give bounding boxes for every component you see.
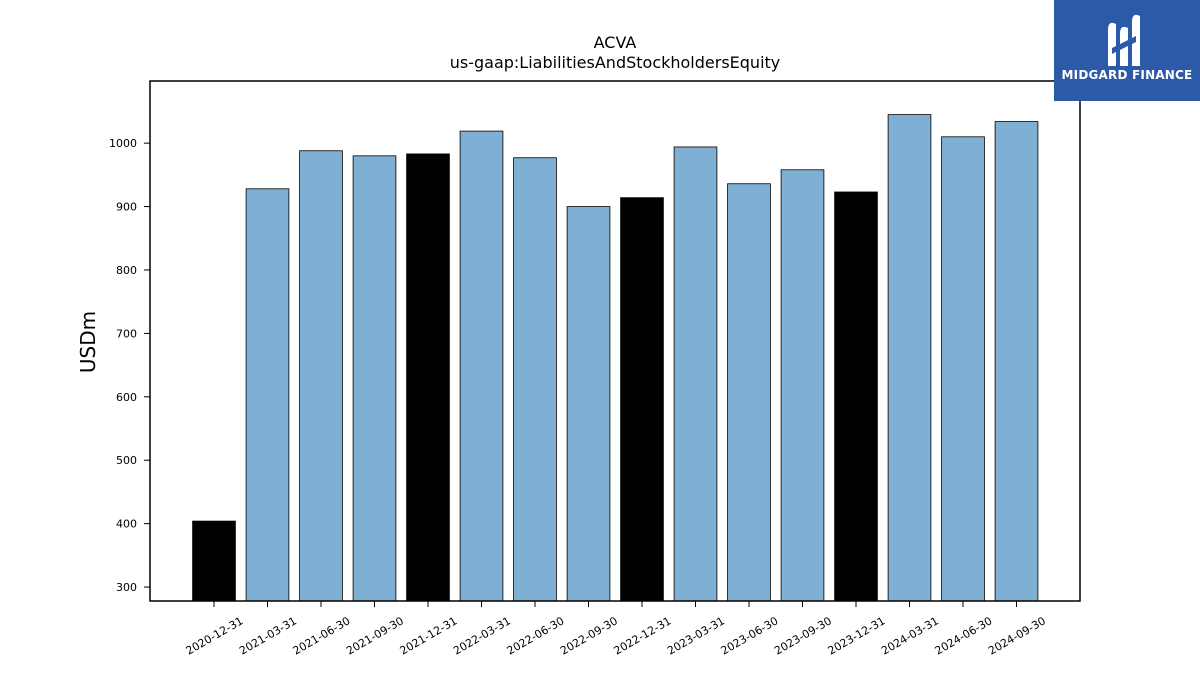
bar-2023-09-30 (780, 169, 825, 602)
x-axis-ticks: 2020-12-312021-03-312021-06-302021-09-30… (184, 601, 1048, 658)
x-tick-label: 2022-09-30 (558, 614, 620, 657)
midgard-logo-icon (1108, 14, 1140, 66)
x-tick-label: 2022-03-31 (451, 614, 513, 657)
bar-2024-06-30 (941, 136, 985, 602)
bar-2021-06-30 (299, 150, 343, 602)
x-tick-label: 2024-06-30 (933, 614, 995, 657)
x-tick-label: 2024-09-30 (986, 614, 1048, 657)
bar-2023-03-31 (673, 146, 718, 602)
x-tick-label: 2023-09-30 (772, 614, 834, 657)
bar-2022-12-31 (620, 197, 664, 602)
bar-2021-09-30 (352, 155, 397, 602)
bar-2022-09-30 (566, 206, 611, 602)
bars-group (192, 114, 1039, 602)
y-tick-label: 800 (116, 264, 137, 277)
brand-logo: MIDGARD FINANCE (1054, 0, 1200, 101)
x-tick-label: 2023-06-30 (719, 614, 781, 657)
y-tick-label: 900 (116, 201, 137, 214)
x-tick-label: 2023-12-31 (826, 614, 888, 657)
chart-title: ACVA (594, 33, 637, 52)
x-tick-label: 2022-06-30 (505, 614, 567, 657)
bar-2020-12-31 (192, 520, 236, 602)
x-tick-label: 2021-12-31 (398, 614, 460, 657)
y-tick-label: 400 (116, 518, 137, 531)
bar-2023-12-31 (834, 191, 878, 602)
x-tick-label: 2021-06-30 (291, 614, 353, 657)
x-tick-label: 2021-03-31 (237, 614, 299, 657)
y-tick-label: 700 (116, 327, 137, 340)
bar-2024-09-30 (994, 121, 1039, 602)
y-axis-label: USDm (76, 311, 100, 373)
brand-logo-text: MIDGARD FINANCE (1061, 68, 1193, 82)
chart-subtitle: us-gaap:LiabilitiesAndStockholdersEquity (450, 53, 781, 72)
y-tick-label: 500 (116, 454, 137, 467)
y-tick-label: 1000 (109, 137, 137, 150)
plot-frame (149, 80, 1081, 602)
x-tick-label: 2024-03-31 (879, 614, 941, 657)
x-tick-label: 2020-12-31 (184, 614, 246, 657)
bar-2024-03-31 (887, 114, 932, 602)
y-axis-ticks: 300 400 500 600 700 800 900 1000 (109, 137, 150, 594)
y-tick-label: 600 (116, 391, 137, 404)
bar-2022-06-30 (513, 157, 557, 602)
bar-2021-12-31 (406, 153, 450, 602)
x-tick-label: 2023-03-31 (665, 614, 727, 657)
bar-2021-03-31 (245, 188, 290, 602)
bar-2022-03-31 (459, 130, 504, 602)
x-tick-label: 2021-09-30 (344, 614, 406, 657)
bar-2023-06-30 (727, 183, 771, 602)
y-tick-label: 300 (116, 581, 137, 594)
x-tick-label: 2022-12-31 (612, 614, 674, 657)
